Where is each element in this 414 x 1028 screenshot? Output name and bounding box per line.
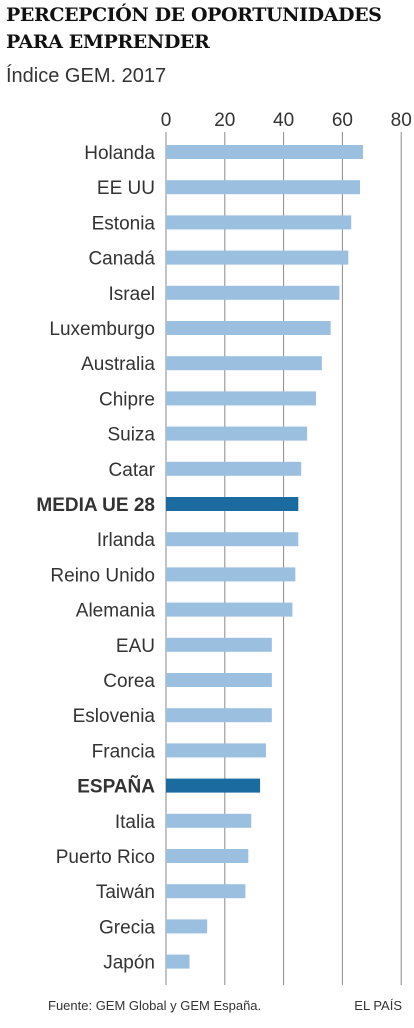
bar bbox=[166, 778, 261, 793]
bar bbox=[166, 602, 293, 617]
chart-title: Percepción de oportunidades para emprend… bbox=[6, 4, 382, 53]
bar bbox=[166, 497, 299, 511]
credit-logo: EL PAÍS bbox=[354, 998, 402, 1013]
category-label: Israel bbox=[109, 284, 155, 305]
category-label: Eslovenia bbox=[73, 706, 156, 727]
bar bbox=[166, 708, 272, 723]
bar bbox=[166, 426, 308, 441]
bar bbox=[166, 215, 352, 230]
category-label: Estonia bbox=[92, 213, 156, 234]
category-label: Alemania bbox=[76, 601, 156, 622]
category-label: Reino Unido bbox=[50, 565, 155, 586]
x-tick-label: 60 bbox=[332, 110, 353, 131]
bar bbox=[166, 285, 340, 300]
bar bbox=[166, 919, 208, 934]
bar bbox=[166, 567, 296, 582]
x-tick-label: 0 bbox=[161, 110, 172, 131]
bar bbox=[166, 743, 266, 758]
category-label: Australia bbox=[81, 354, 155, 375]
category-label: Corea bbox=[103, 671, 155, 692]
bar bbox=[166, 356, 322, 371]
category-label: Catar bbox=[109, 460, 156, 481]
category-label: EE UU bbox=[97, 178, 155, 199]
category-label: Francia bbox=[92, 741, 156, 762]
category-label: Chipre bbox=[99, 389, 155, 410]
category-label: Japón bbox=[103, 953, 155, 974]
chart-subtitle: Índice GEM. 2017 bbox=[6, 65, 167, 87]
bar bbox=[166, 391, 316, 406]
bar bbox=[166, 637, 272, 652]
category-label: Puerto Rico bbox=[56, 847, 155, 868]
category-label: Italia bbox=[115, 812, 156, 833]
bar bbox=[166, 954, 190, 969]
category-label: Canadá bbox=[88, 249, 155, 270]
category-label: MEDIA UE 28 bbox=[36, 495, 155, 516]
category-label: Irlanda bbox=[97, 530, 156, 551]
category-label: EAU bbox=[116, 636, 155, 657]
x-tick-label: 80 bbox=[391, 110, 412, 131]
bar bbox=[166, 673, 272, 687]
bar bbox=[166, 250, 349, 265]
bar bbox=[166, 321, 331, 335]
bar bbox=[166, 145, 363, 159]
bar bbox=[166, 849, 249, 863]
category-label: Taiwán bbox=[96, 882, 155, 903]
category-label: ESPAÑA bbox=[77, 776, 155, 798]
bar bbox=[166, 461, 302, 476]
category-label: Luxemburgo bbox=[49, 319, 155, 340]
bar bbox=[166, 884, 246, 899]
category-label: Grecia bbox=[99, 917, 155, 938]
bar bbox=[166, 532, 299, 547]
bar bbox=[166, 180, 361, 195]
source-note: Fuente: GEM Global y GEM España. bbox=[48, 998, 262, 1013]
category-label: Holanda bbox=[84, 143, 155, 164]
bar bbox=[166, 813, 252, 828]
category-label: Suiza bbox=[107, 425, 155, 446]
x-tick-label: 20 bbox=[214, 110, 235, 131]
x-tick-label: 40 bbox=[273, 110, 294, 131]
